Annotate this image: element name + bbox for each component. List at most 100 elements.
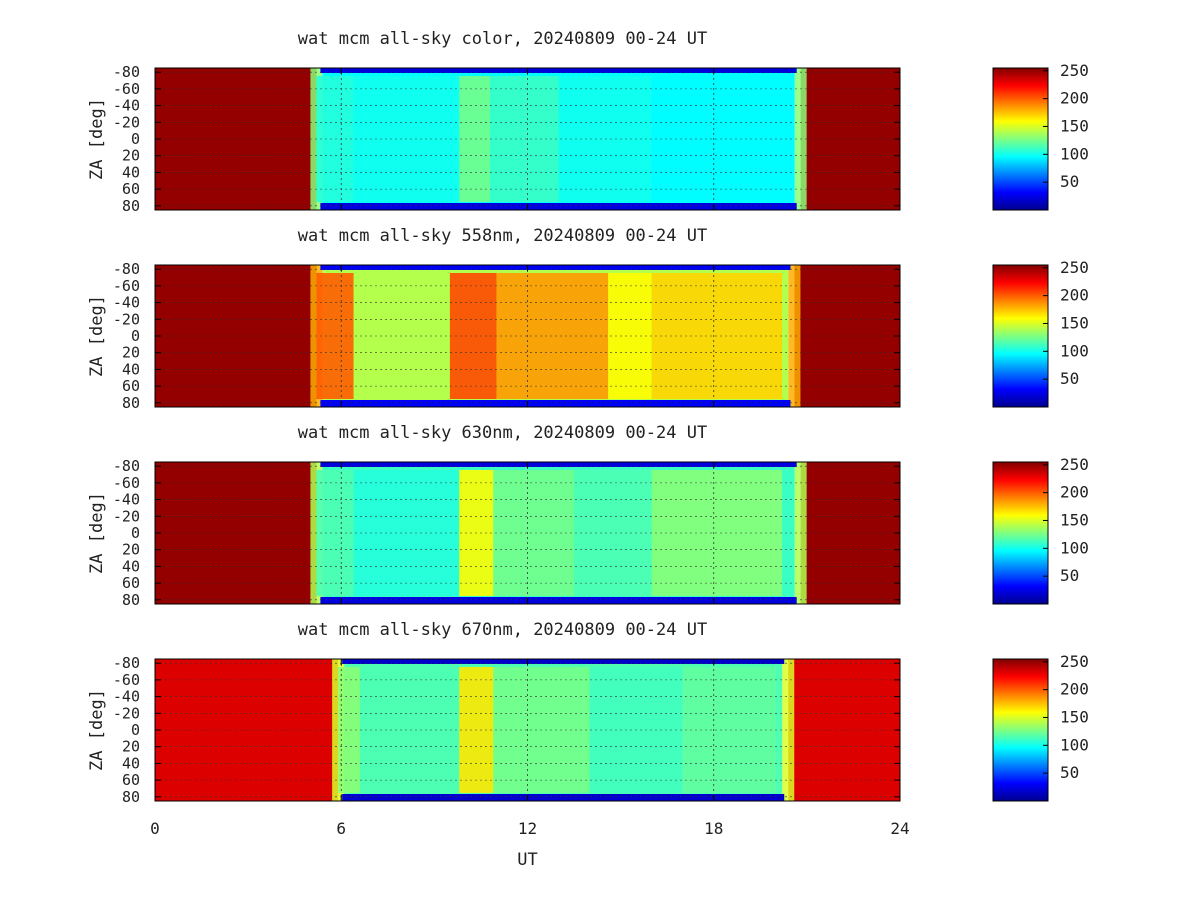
y-tick-label: -20 <box>113 704 140 722</box>
colorbar-tick-label: 250 <box>1060 455 1089 474</box>
colorbar-tick-label: 100 <box>1060 538 1089 557</box>
y-tick-label: -80 <box>113 457 140 475</box>
y-tick-label: 40 <box>122 163 140 181</box>
colorbar: 50 100 150 200 250 <box>992 61 1089 211</box>
y-tick-label: -80 <box>113 63 140 81</box>
colorbar-tick-label: 200 <box>1060 483 1089 502</box>
y-tick-label: 0 <box>131 524 140 542</box>
y-tick-label: -20 <box>113 310 140 328</box>
y-tick-label: -40 <box>113 97 140 115</box>
panel-title: wat mcm all-sky 670nm, 20240809 00-24 UT <box>298 620 707 640</box>
y-axis-label: ZA [deg] <box>87 689 107 771</box>
grid <box>155 265 900 407</box>
colorbar-gradient <box>992 461 1049 605</box>
colorbar-tick-label: 200 <box>1060 680 1089 699</box>
intensity-segment <box>449 273 497 399</box>
y-tick-label: -40 <box>113 688 140 706</box>
y-tick-label: -40 <box>113 491 140 509</box>
panel-title: wat mcm all-sky 630nm, 20240809 00-24 UT <box>298 423 707 443</box>
horizon-edge-bottom <box>342 794 785 801</box>
y-tick-label: -20 <box>113 507 140 525</box>
x-tick-label: 24 <box>890 819 909 838</box>
grid <box>155 659 900 801</box>
colorbar-tick-label: 50 <box>1060 172 1079 191</box>
y-tick-label: 60 <box>122 771 140 789</box>
y-tick-label: 40 <box>122 557 140 575</box>
colorbar-tick-label: 250 <box>1060 258 1089 277</box>
colorbar: 50 100 150 200 250 <box>992 455 1089 605</box>
colorbar-tick-label: 100 <box>1060 735 1089 754</box>
y-axis-label: ZA [deg] <box>87 295 107 377</box>
intensity-segment <box>359 667 460 793</box>
colorbar-gradient <box>992 264 1049 408</box>
y-tick-label: -80 <box>113 654 140 672</box>
twilight-right <box>782 659 795 801</box>
y-tick-label: 80 <box>122 591 140 609</box>
y-axis-label: ZA [deg] <box>87 492 107 574</box>
panel-title: wat mcm all-sky color, 20240809 00-24 UT <box>298 29 707 49</box>
day-block-right <box>794 265 900 407</box>
colorbar-tick-label: 200 <box>1060 89 1089 108</box>
colorbar-tick-label: 50 <box>1060 369 1079 388</box>
y-tick-label: 60 <box>122 574 140 592</box>
colorbar: 50 100 150 200 250 <box>992 652 1089 802</box>
y-tick-label: -60 <box>113 277 140 295</box>
colorbar-tick-label: 200 <box>1060 286 1089 305</box>
horizon-edge-bottom <box>320 203 797 210</box>
colorbar-gradient <box>992 658 1049 802</box>
y-tick-label: 20 <box>122 738 140 756</box>
y-tick-label: 20 <box>122 344 140 362</box>
colorbar-tick-label: 150 <box>1060 116 1089 135</box>
y-tick-label: -60 <box>113 80 140 98</box>
colorbar-tick-label: 50 <box>1060 763 1079 782</box>
panel-2: wat mcm all-sky 558nm, 20240809 00-24 UT… <box>87 226 1089 412</box>
y-tick-label: -20 <box>113 113 140 131</box>
shared-x-axis: 0 6 12 18 24 UT <box>150 819 909 870</box>
y-tick-label: -60 <box>113 671 140 689</box>
horizon-edge-bottom <box>320 597 797 604</box>
colorbar-tick-label: 150 <box>1060 510 1089 529</box>
horizon-edge-top <box>342 659 785 664</box>
y-tick-label: 60 <box>122 377 140 395</box>
y-tick-label: 40 <box>122 360 140 378</box>
grid <box>155 462 900 604</box>
colorbar-tick-label: 150 <box>1060 707 1089 726</box>
y-tick-label: 0 <box>131 721 140 739</box>
horizon-edge-top <box>320 462 797 467</box>
y-tick-label: 20 <box>122 541 140 559</box>
colorbar-tick-label: 50 <box>1060 566 1079 585</box>
horizon-edge-top <box>320 68 797 73</box>
x-axis-label: UT <box>517 850 537 870</box>
horizon-edge-bottom <box>320 400 791 407</box>
colorbar-tick-label: 150 <box>1060 313 1089 332</box>
heatmap <box>155 659 900 801</box>
panels: wat mcm all-sky color, 20240809 00-24 UT… <box>87 29 1089 806</box>
panel-title: wat mcm all-sky 558nm, 20240809 00-24 UT <box>298 226 707 246</box>
twilight-right <box>788 265 801 407</box>
colorbar-tick-label: 250 <box>1060 61 1089 80</box>
y-tick-label: 40 <box>122 754 140 772</box>
colorbar-gradient <box>992 67 1049 211</box>
y-tick-label: 80 <box>122 788 140 806</box>
y-tick-label: 80 <box>122 197 140 215</box>
y-tick-label: -60 <box>113 474 140 492</box>
horizon-edge-top <box>320 265 791 270</box>
colorbar-tick-label: 100 <box>1060 144 1089 163</box>
grid <box>155 68 900 210</box>
colorbar-tick-label: 250 <box>1060 652 1089 671</box>
panel-1: wat mcm all-sky color, 20240809 00-24 UT… <box>87 29 1089 215</box>
y-tick-label: 60 <box>122 180 140 198</box>
y-tick-label: 20 <box>122 147 140 165</box>
panel-4: wat mcm all-sky 670nm, 20240809 00-24 UT… <box>87 620 1089 806</box>
y-tick-label: 80 <box>122 394 140 412</box>
x-tick-label: 6 <box>336 819 346 838</box>
y-tick-label: -80 <box>113 260 140 278</box>
panel-3: wat mcm all-sky 630nm, 20240809 00-24 UT… <box>87 423 1089 609</box>
y-tick-label: 0 <box>131 130 140 148</box>
y-tick-label: -40 <box>113 294 140 312</box>
x-tick-label: 0 <box>150 819 160 838</box>
colorbar: 50 100 150 200 250 <box>992 258 1089 408</box>
